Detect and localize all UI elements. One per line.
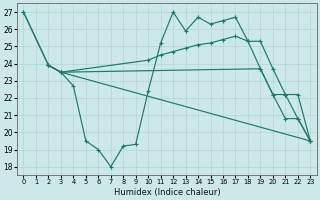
X-axis label: Humidex (Indice chaleur): Humidex (Indice chaleur) — [114, 188, 220, 197]
